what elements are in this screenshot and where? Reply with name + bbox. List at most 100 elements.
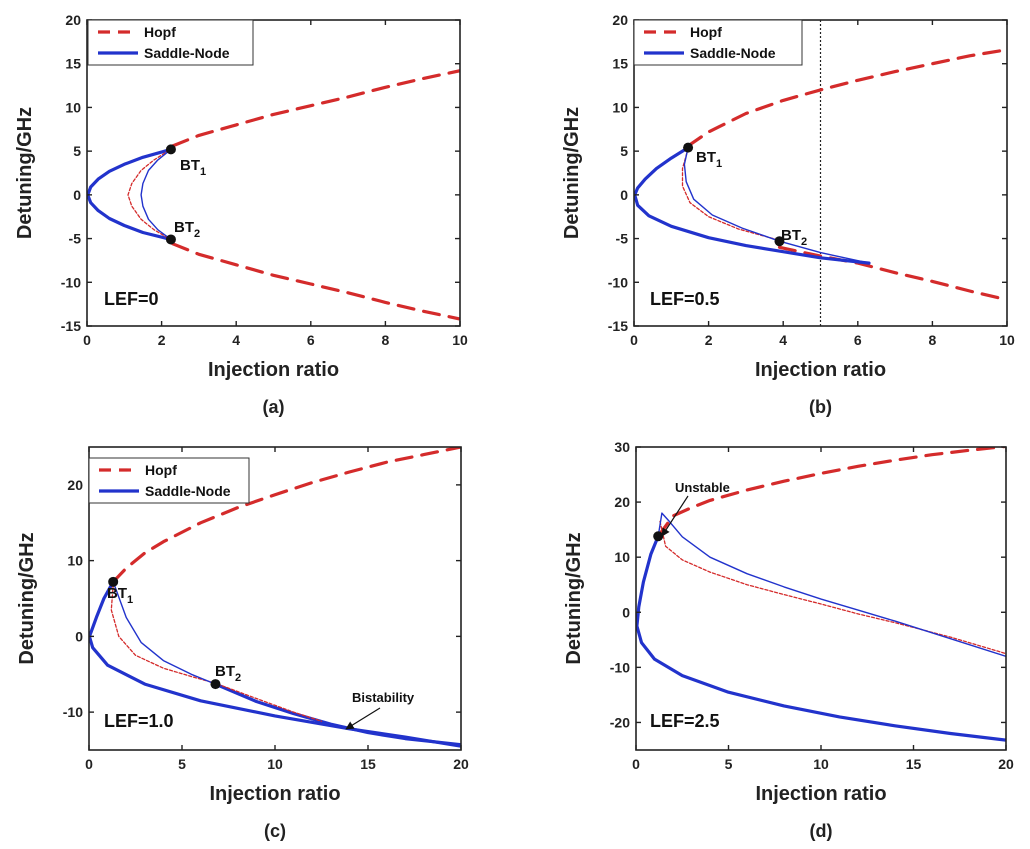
legend-label: Saddle-Node bbox=[145, 483, 231, 499]
y-tick-label: 20 bbox=[614, 494, 630, 510]
series-line-saddle-node-3 bbox=[657, 512, 1006, 657]
series-line-hopf-2 bbox=[659, 520, 1006, 655]
bt-point bbox=[683, 142, 694, 153]
legend-label: Hopf bbox=[144, 24, 176, 40]
bt-point-label: BT2 bbox=[174, 219, 200, 240]
x-tick-label: 2 bbox=[705, 332, 713, 348]
x-tick-label: 10 bbox=[267, 756, 283, 772]
y-tick-label: 20 bbox=[612, 12, 628, 28]
y-tick-label: 20 bbox=[65, 12, 81, 28]
x-tick-label: 6 bbox=[307, 332, 315, 348]
x-tick-label: 8 bbox=[929, 332, 937, 348]
panel-c: 0 5 10 15 20 -10 0 10 20 Injection ratio Detuning/… bbox=[16, 446, 469, 841]
y-tick-label: 15 bbox=[612, 56, 628, 72]
y-tick-label: -10 bbox=[61, 274, 81, 290]
bt-point bbox=[165, 144, 176, 155]
x-tick-label: 10 bbox=[813, 756, 829, 772]
lef-annotation: LEF=2.5 bbox=[650, 711, 720, 731]
y-tick-label: -15 bbox=[61, 318, 81, 334]
x-tick-label: 10 bbox=[999, 332, 1015, 348]
panel-label: (c) bbox=[264, 821, 286, 841]
x-tick-label: 20 bbox=[453, 756, 469, 772]
x-tick-label: 0 bbox=[632, 756, 640, 772]
y-tick-label: 0 bbox=[620, 187, 628, 203]
y-tick-label: 0 bbox=[75, 628, 83, 644]
legend-box bbox=[87, 19, 254, 66]
x-axis-title: Injection ratio bbox=[209, 783, 340, 805]
y-tick-label: 5 bbox=[73, 143, 81, 159]
x-tick-label: 4 bbox=[232, 332, 240, 348]
series-line-saddle-node-4 bbox=[140, 148, 172, 241]
lef-annotation: LEF=0.5 bbox=[650, 289, 720, 309]
x-tick-label: 0 bbox=[85, 756, 93, 772]
y-tick-label: 15 bbox=[65, 56, 81, 72]
legend-label: Hopf bbox=[690, 24, 722, 40]
panel-b: 0 2 4 6 8 10 -15 -10 -5 0 5 10 15 20 Injection ratio De… bbox=[561, 12, 1015, 417]
series-line-hopf-3 bbox=[110, 584, 323, 722]
series-line-hopf-0 bbox=[656, 447, 1006, 538]
y-tick-label: -15 bbox=[608, 318, 628, 334]
y-tick-label: -20 bbox=[610, 714, 630, 730]
x-axis-title: Injection ratio bbox=[208, 359, 339, 381]
x-tick-label: 15 bbox=[906, 756, 922, 772]
y-tick-label: 5 bbox=[620, 143, 628, 159]
legend-box bbox=[633, 19, 803, 66]
bt-point-label: BT2 bbox=[781, 227, 807, 248]
x-axis-title: Injection ratio bbox=[755, 783, 886, 805]
y-tick-label: 10 bbox=[67, 553, 83, 569]
bt-point-label: BT2 bbox=[215, 663, 241, 684]
series-line-hopf-0 bbox=[111, 447, 461, 584]
bt-point-label: BT1 bbox=[107, 585, 133, 606]
region-annotation: Bistability bbox=[352, 690, 415, 705]
legend-label: Hopf bbox=[145, 462, 177, 478]
y-tick-label: 10 bbox=[65, 99, 81, 115]
lef-annotation: LEF=1.0 bbox=[104, 711, 174, 731]
x-tick-label: 6 bbox=[854, 332, 862, 348]
panel-label: (b) bbox=[809, 397, 832, 417]
bt-point-label: BT1 bbox=[180, 157, 206, 178]
x-tick-label: 4 bbox=[779, 332, 787, 348]
plot-frame bbox=[86, 19, 461, 327]
x-tick-label: 2 bbox=[158, 332, 166, 348]
region-annotation: Unstable bbox=[675, 480, 730, 495]
y-axis-title: Detuning/GHz bbox=[16, 532, 38, 664]
x-tick-label: 5 bbox=[725, 756, 733, 772]
series-line-saddle-node-4 bbox=[112, 581, 217, 685]
series-line-hopf-3 bbox=[681, 147, 781, 241]
panel-label: (a) bbox=[263, 397, 285, 417]
series-line-hopf-1 bbox=[777, 245, 1007, 302]
x-tick-label: 0 bbox=[630, 332, 638, 348]
x-tick-label: 0 bbox=[83, 332, 91, 348]
panel-label: (d) bbox=[810, 821, 833, 841]
x-tick-label: 8 bbox=[382, 332, 390, 348]
series-line-saddle-node-2 bbox=[87, 147, 173, 241]
y-tick-label: -5 bbox=[616, 231, 629, 247]
bt-point bbox=[108, 576, 119, 587]
bt-point bbox=[653, 531, 664, 542]
x-tick-label: 10 bbox=[452, 332, 468, 348]
series-line-saddle-node-2 bbox=[213, 682, 461, 747]
y-tick-label: 0 bbox=[622, 604, 630, 620]
series-line-saddle-node-4 bbox=[683, 146, 870, 264]
y-axis-title: Detuning/GHz bbox=[563, 532, 585, 664]
y-tick-label: -10 bbox=[610, 659, 630, 675]
x-tick-label: 20 bbox=[998, 756, 1014, 772]
legend-box bbox=[88, 457, 250, 504]
y-tick-label: 30 bbox=[614, 439, 630, 455]
series-line-saddle-node-1 bbox=[636, 534, 1006, 742]
lef-annotation: LEF=0 bbox=[104, 289, 159, 309]
annotation-arrow bbox=[661, 495, 689, 537]
y-axis-title: Detuning/GHz bbox=[561, 107, 583, 239]
annotation-arrow bbox=[345, 707, 381, 730]
series-line-hopf-1 bbox=[171, 242, 460, 321]
x-axis-title: Injection ratio bbox=[755, 359, 886, 381]
y-tick-label: 0 bbox=[73, 187, 81, 203]
panel-d: 0 5 10 15 20 -20 -10 0 10 20 30 Injection ratio Detu… bbox=[563, 439, 1014, 841]
series-line-hopf-0 bbox=[171, 69, 460, 148]
x-tick-label: 5 bbox=[178, 756, 186, 772]
legend-label: Saddle-Node bbox=[690, 45, 776, 61]
y-tick-label: 10 bbox=[612, 99, 628, 115]
y-tick-label: 20 bbox=[67, 477, 83, 493]
series-line-saddle-node-2 bbox=[634, 146, 871, 265]
